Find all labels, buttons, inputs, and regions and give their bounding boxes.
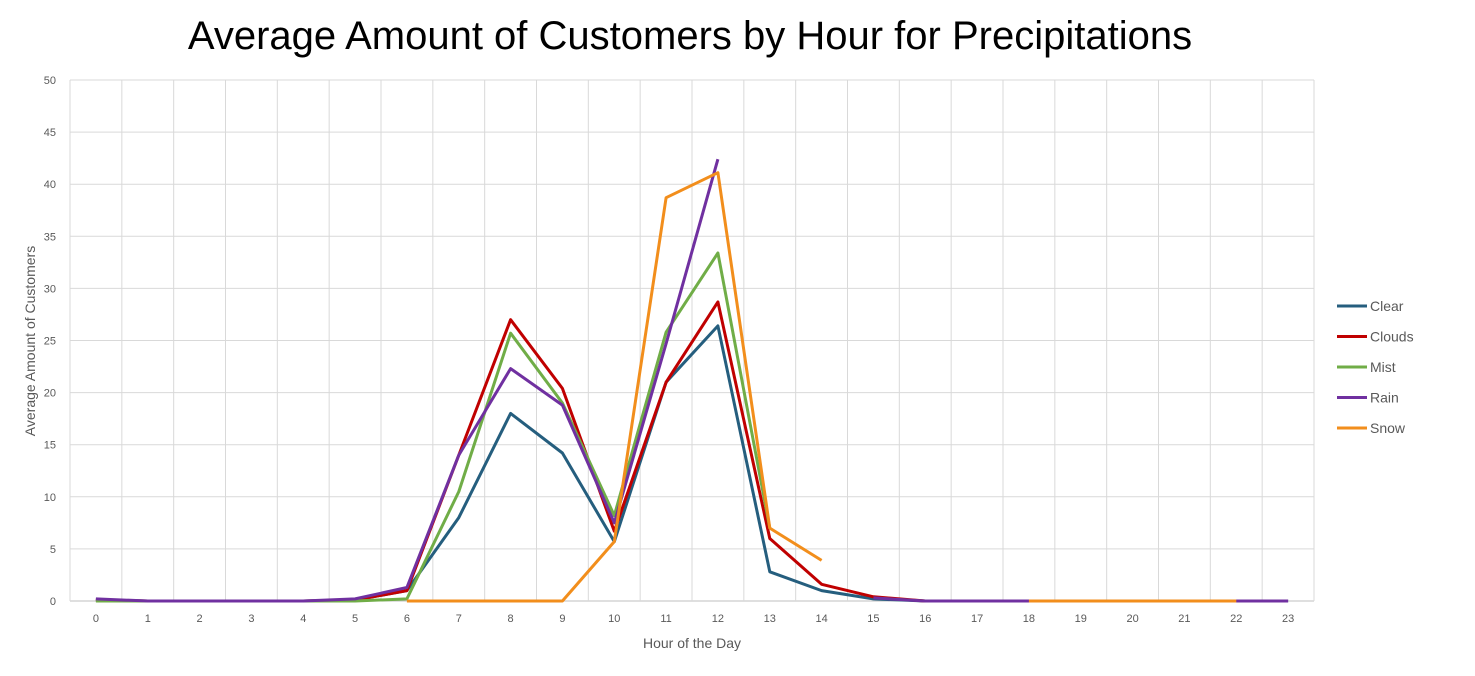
y-tick-label: 25 [44,336,56,348]
series-snow [406,171,1237,603]
x-tick-label: 9 [559,613,565,625]
x-tick-label: 21 [1178,613,1190,625]
y-tick-label: 40 [44,179,56,191]
legend-item-snow: Snow [1337,420,1406,436]
series-line [406,171,823,603]
legend-item-mist: Mist [1337,359,1396,375]
legend-label: Mist [1370,359,1396,375]
x-tick-label: 19 [1075,613,1087,625]
x-tick-label: 14 [815,613,827,625]
x-tick-label: 20 [1126,613,1138,625]
x-tick-label: 22 [1230,613,1242,625]
y-axis-title: Average Amount of Customers [22,246,38,436]
y-tick-label: 45 [44,127,56,139]
y-tick-label: 0 [50,596,56,608]
x-tick-label: 10 [608,613,620,625]
x-tick-label: 1 [145,613,151,625]
y-tick-label: 35 [44,231,56,243]
y-tick-label: 20 [44,388,56,400]
y-tick-label: 50 [44,75,56,87]
legend-label: Clear [1370,298,1404,314]
legend-item-clear: Clear [1337,298,1404,314]
x-tick-label: 16 [919,613,931,625]
legend-item-rain: Rain [1337,390,1399,406]
grid-layer [69,79,1315,602]
y-tick-label: 5 [50,544,56,556]
x-tick-label: 7 [456,613,462,625]
x-tick-label: 6 [404,613,410,625]
legend-label: Snow [1370,420,1406,436]
legend-item-clouds: Clouds [1337,329,1414,345]
x-tick-label: 17 [971,613,983,625]
x-tick-label: 4 [300,613,306,625]
x-tick-label: 2 [197,613,203,625]
legend-label: Clouds [1370,329,1414,345]
chart-title: Average Amount of Customers by Hour for … [187,14,1193,58]
y-tick-label: 15 [44,440,56,452]
x-tick-label: 0 [93,613,99,625]
x-tick-label: 12 [712,613,724,625]
x-tick-label: 3 [248,613,254,625]
x-tick-label: 8 [508,613,514,625]
x-tick-label: 5 [352,613,358,625]
x-tick-labels: 0 1 2 3 4 5 6 7 8 9 10 11 12 13 14 15 16 17 18 19 20 21 22 23 [93,613,1294,625]
series-lines [95,158,1289,603]
x-tick-label: 18 [1023,613,1035,625]
legend-label: Rain [1370,390,1399,406]
x-tick-label: 11 [660,613,671,625]
y-tick-labels: 0 5 10 15 20 25 30 35 40 45 50 [44,75,56,608]
x-axis-title: Hour of the Day [643,635,741,651]
x-tick-label: 15 [867,613,879,625]
series-line [95,158,720,603]
y-tick-label: 10 [44,492,56,504]
y-tick-label: 30 [44,283,56,295]
legend: Clear Clouds Mist Rain Snow [1337,298,1414,436]
x-tick-label: 23 [1282,613,1294,625]
x-tick-label: 13 [764,613,776,625]
